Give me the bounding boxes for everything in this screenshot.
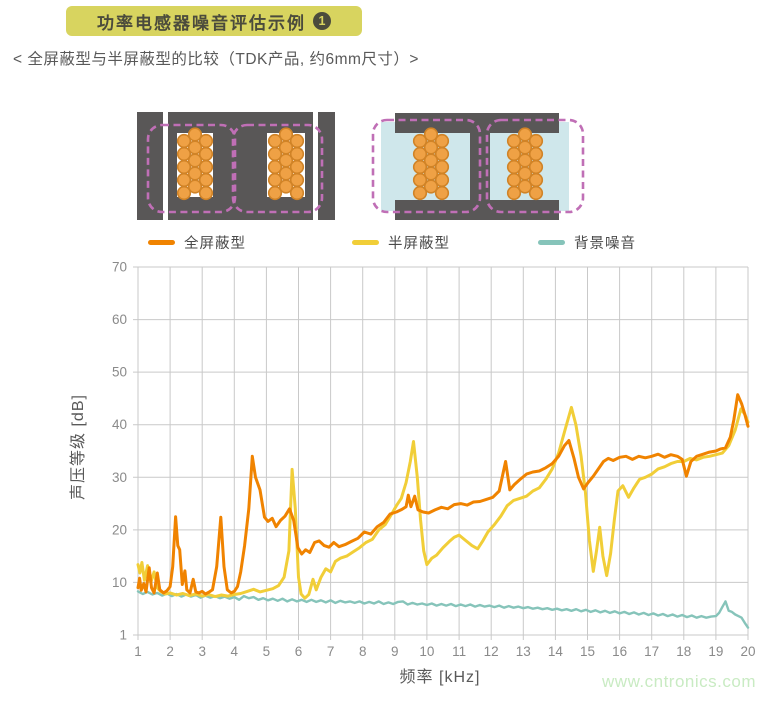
semi-shield-swatch xyxy=(352,240,379,245)
svg-text:6: 6 xyxy=(295,644,303,659)
svg-text:70: 70 xyxy=(112,260,127,275)
full-shield-swatch xyxy=(148,240,175,245)
svg-text:16: 16 xyxy=(612,644,627,659)
coil-winding xyxy=(267,127,305,201)
gridlines xyxy=(133,266,749,640)
svg-text:1: 1 xyxy=(119,628,127,643)
coil-winding xyxy=(412,127,450,201)
badge-1-icon: 1 xyxy=(313,12,331,30)
svg-text:2: 2 xyxy=(166,644,174,659)
svg-text:40: 40 xyxy=(112,417,127,432)
flux-path-loop xyxy=(371,118,482,214)
full-shield-line xyxy=(136,393,750,596)
background-noise-line xyxy=(136,590,750,629)
svg-text:11: 11 xyxy=(452,644,466,659)
svg-text:10: 10 xyxy=(419,644,434,659)
legend-label: 全屏蔽型 xyxy=(184,236,246,252)
flux-path-loop xyxy=(231,123,324,214)
coil-winding xyxy=(176,127,214,201)
coil-winding xyxy=(506,127,544,201)
svg-text:30: 30 xyxy=(112,470,127,485)
page-title: 功率电感器噪音评估示例 xyxy=(97,13,306,33)
svg-text:12: 12 xyxy=(484,644,499,659)
svg-text:50: 50 xyxy=(112,365,127,380)
svg-text:9: 9 xyxy=(391,644,399,659)
svg-text:60: 60 xyxy=(112,312,127,327)
svg-text:20: 20 xyxy=(740,644,755,659)
legend-item-full-shield: 全屏蔽型 xyxy=(148,232,246,253)
background-noise-swatch xyxy=(538,240,565,245)
tick-labels: 1 2 3 4 5 6 7 8 9 10 11 12 13 14 15 16 17 18 19 20706050403… xyxy=(112,260,756,660)
svg-text:14: 14 xyxy=(548,644,564,659)
watermark: www.cntronics.com xyxy=(602,672,756,691)
svg-text:20: 20 xyxy=(112,522,127,537)
svg-text:4: 4 xyxy=(231,644,239,659)
subtitle: < 全屏蔽型与半屏蔽型的比较（TDK产品, 约6mm尺寸）> xyxy=(13,51,419,68)
y-axis-label: 声压等级 [dB] xyxy=(70,394,87,500)
full-shield-diagram xyxy=(137,112,335,220)
legend-item-semi-shield: 半屏蔽型 xyxy=(352,232,450,253)
semi-shield-diagram xyxy=(371,113,585,220)
semi-shield-line xyxy=(136,405,750,600)
svg-text:7: 7 xyxy=(327,644,335,659)
legend-label: 背景噪音 xyxy=(574,236,636,252)
legend-label: 半屏蔽型 xyxy=(388,236,450,252)
svg-text:18: 18 xyxy=(676,644,691,659)
svg-text:1: 1 xyxy=(134,644,142,659)
svg-text:17: 17 xyxy=(644,644,659,659)
svg-text:5: 5 xyxy=(263,644,271,659)
svg-text:19: 19 xyxy=(708,644,723,659)
svg-text:13: 13 xyxy=(516,644,531,659)
flux-path-loop xyxy=(485,118,585,214)
svg-text:15: 15 xyxy=(580,644,595,659)
svg-text:3: 3 xyxy=(198,644,206,659)
legend-item-background-noise: 背景噪音 xyxy=(538,232,636,253)
flux-path-loop xyxy=(146,123,237,214)
x-axis-label: 频率 [kHz] xyxy=(399,669,481,686)
svg-text:8: 8 xyxy=(359,644,367,659)
svg-text:10: 10 xyxy=(112,575,127,590)
title-banner: 功率电感器噪音评估示例 1 xyxy=(66,6,362,36)
